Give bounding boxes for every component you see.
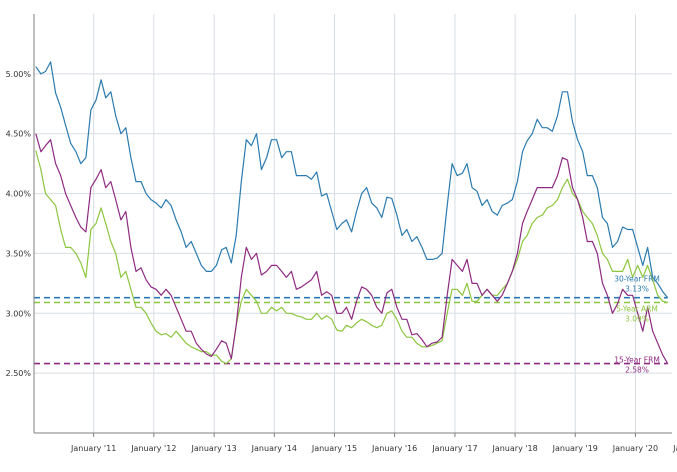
series-line-15-year-frm [35, 133, 669, 364]
y-tick-label: 4.00% [6, 190, 32, 199]
x-tick-label: January '20 [612, 444, 658, 453]
series-name-label-15-year-frm: 15-Year FRM [614, 356, 660, 365]
series-value-label-15-year-frm: 2.58% [625, 366, 649, 375]
series-value-label-5-year-arm: 3.09% [625, 315, 649, 324]
x-tick-labels: January '11 January '12 January '13 January… [70, 444, 677, 453]
y-tick-label: 3.00% [6, 309, 32, 318]
y-tick-label: 2.50% [6, 369, 32, 378]
x-tick-label: January '14 [251, 444, 297, 453]
x-tick-label: January '21 [672, 444, 677, 453]
x-tick-label: January '16 [371, 444, 417, 453]
x-tick-label: January '13 [191, 444, 237, 453]
y-tick-label: 5.00% [6, 70, 32, 79]
x-tick-label: January '17 [431, 444, 477, 453]
y-tick-label: 3.50% [6, 249, 32, 258]
axes [33, 14, 672, 434]
series-name-label-30-year-frm: 30-Year FRM [614, 275, 660, 284]
reference-lines [34, 296, 668, 365]
x-tick-label: January '11 [70, 444, 116, 453]
y-tick-label: 4.50% [6, 130, 32, 139]
x-tick-label: January '12 [130, 444, 176, 453]
series-name-label-5-year-arm: 5-Year ARM [616, 305, 658, 314]
series-value-label-30-year-frm: 3.13% [625, 285, 649, 294]
x-tick-label: January '19 [552, 444, 598, 453]
x-tick-label: January '15 [311, 444, 357, 453]
series-line-5-year-arm [35, 150, 668, 365]
series-lines [35, 61, 669, 365]
x-tick-label: January '18 [491, 444, 537, 453]
series-line-30-year-frm [35, 61, 669, 299]
y-gridlines [34, 73, 672, 374]
y-tick-labels: 2.50% 3.00% 3.50% 4.00% 4.50% 5.00% [6, 70, 32, 378]
